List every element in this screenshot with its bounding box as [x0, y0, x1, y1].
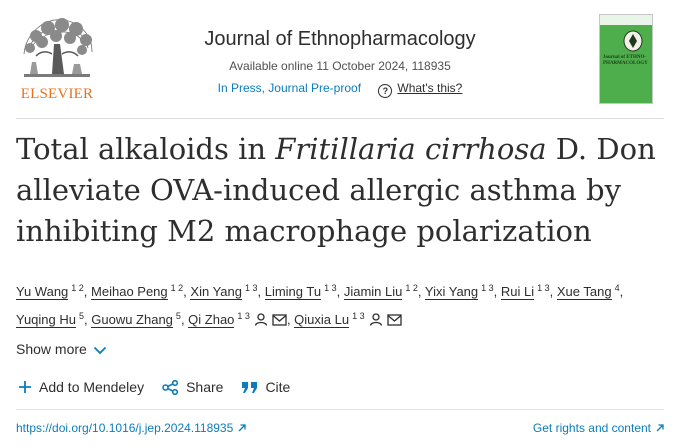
article-header: ELSEVIER Journal of Ethnopharmacology Av…: [0, 0, 680, 118]
whats-this-link[interactable]: ? What's this?: [378, 81, 463, 98]
person-icon: [254, 313, 268, 326]
quote-icon: [242, 381, 258, 393]
journal-cover-image[interactable]: Journal of ETHNO- PHARMACOLOGY: [599, 14, 653, 104]
author-link[interactable]: Meihao Peng 1 2: [91, 283, 184, 300]
author-affiliation: 1 3: [237, 311, 250, 321]
share-label: Share: [186, 379, 224, 395]
envelope-icon: [386, 314, 402, 326]
tree-icon: [16, 14, 98, 86]
author-name: Meihao Peng: [91, 284, 168, 300]
journal-title-link[interactable]: Journal of Ethnopharmacology: [204, 28, 476, 50]
author-name: Jiamin Liu: [343, 284, 403, 300]
article-title: Total alkaloids in Fritillaria cirrhosa …: [16, 129, 666, 252]
author-affiliation: 1 3: [481, 283, 494, 293]
author-list: Yu Wang 1 2, Meihao Peng 1 2, Xin Yang 1 3,…: [16, 283, 624, 328]
cite-label: Cite: [265, 379, 291, 395]
author-link[interactable]: Qi Zhao 1 3: [188, 311, 287, 328]
question-icon: ?: [378, 84, 393, 98]
journal-status-row: In Press, Journal Pre-proof ? What's this…: [150, 81, 530, 98]
external-arrow-icon: [238, 424, 246, 432]
author-affiliation: 1 3: [537, 283, 550, 293]
title-part-2: D. Don alleviate OVA-induced allergic as…: [16, 132, 656, 248]
cover-emblem-icon: [623, 30, 643, 52]
author-affiliation: 4: [614, 283, 620, 293]
publisher-wordmark: ELSEVIER: [20, 86, 94, 102]
author-name: Yuqing Hu: [16, 312, 76, 328]
show-more-button[interactable]: Show more: [16, 341, 107, 357]
author-link[interactable]: Xue Tang 4: [556, 283, 620, 300]
author-affiliation: 5: [175, 311, 181, 321]
share-button[interactable]: Share: [162, 379, 223, 395]
envelope-icon: [272, 314, 287, 326]
get-rights-label: Get rights and content: [532, 421, 651, 435]
author-affiliation: 1 2: [405, 283, 418, 293]
plus-icon: [19, 381, 31, 393]
author-name: Guowu Zhang: [91, 312, 173, 328]
author-link[interactable]: Yu Wang 1 2: [16, 283, 84, 300]
author-affiliation: 1 2: [71, 283, 84, 293]
cover-text: Journal of ETHNO- PHARMACOLOGY: [603, 55, 648, 66]
author-link[interactable]: Yuqing Hu 5: [16, 311, 85, 328]
show-more-label: Show more: [16, 341, 87, 357]
author-name: Yixi Yang: [424, 284, 479, 300]
author-name: Yu Wang: [16, 284, 69, 300]
whats-this-label: What's this?: [397, 81, 463, 95]
author-link[interactable]: Liming Tu 1 3: [264, 283, 337, 300]
author-link[interactable]: Yixi Yang 1 3: [424, 283, 494, 300]
author-affiliation: 1 3: [324, 283, 337, 293]
add-to-mendeley-label: Add to Mendeley: [39, 379, 145, 395]
author-affiliation: 1 3: [352, 311, 365, 321]
author-name: Rui Li: [500, 284, 535, 300]
external-arrow-icon: [656, 424, 664, 432]
author-name: Qiuxia Lu: [294, 312, 350, 328]
add-to-mendeley-button[interactable]: Add to Mendeley: [18, 379, 144, 395]
author-name: Xue Tang: [556, 284, 612, 300]
author-link[interactable]: Jiamin Liu 1 2: [343, 283, 418, 300]
chevron-down-icon: [93, 346, 106, 355]
elsevier-logo[interactable]: [16, 14, 98, 104]
author-link[interactable]: Xin Yang 1 3: [190, 283, 258, 300]
header-divider: [16, 118, 664, 119]
cite-button[interactable]: Cite: [241, 379, 290, 395]
author-name: Liming Tu: [264, 284, 322, 300]
doi-link[interactable]: https://doi.org/10.1016/j.jep.2024.11893…: [16, 421, 246, 435]
person-icon: [369, 313, 382, 326]
author-affiliation: 1 2: [170, 283, 184, 293]
title-part-1: Total alkaloids in: [16, 132, 276, 166]
author-name: Qi Zhao: [188, 312, 235, 328]
get-rights-link[interactable]: Get rights and content: [533, 421, 664, 435]
cover-band: [600, 15, 652, 25]
share-icon: [162, 379, 179, 395]
author-name: Xin Yang: [190, 284, 242, 300]
author-link[interactable]: Guowu Zhang 5: [91, 311, 181, 328]
author-affiliation: 1 3: [244, 283, 258, 293]
availability-text: Available online 11 October 2024, 118935: [229, 59, 451, 73]
author-link[interactable]: Qiuxia Lu 1 3: [294, 311, 402, 328]
title-species: Fritillaria cirrhosa: [275, 132, 547, 166]
journal-info: Journal of Ethnopharmacology Available o…: [150, 28, 530, 98]
status-link[interactable]: In Press, Journal Pre-proof: [217, 81, 362, 95]
article-actions: Add to Mendeley Share Cite: [18, 379, 308, 395]
footer-divider: [16, 409, 664, 410]
doi-label: https://doi.org/10.1016/j.jep.2024.11893…: [16, 421, 234, 435]
author-link[interactable]: Rui Li 1 3: [500, 283, 550, 300]
author-affiliation: 5: [79, 311, 85, 321]
